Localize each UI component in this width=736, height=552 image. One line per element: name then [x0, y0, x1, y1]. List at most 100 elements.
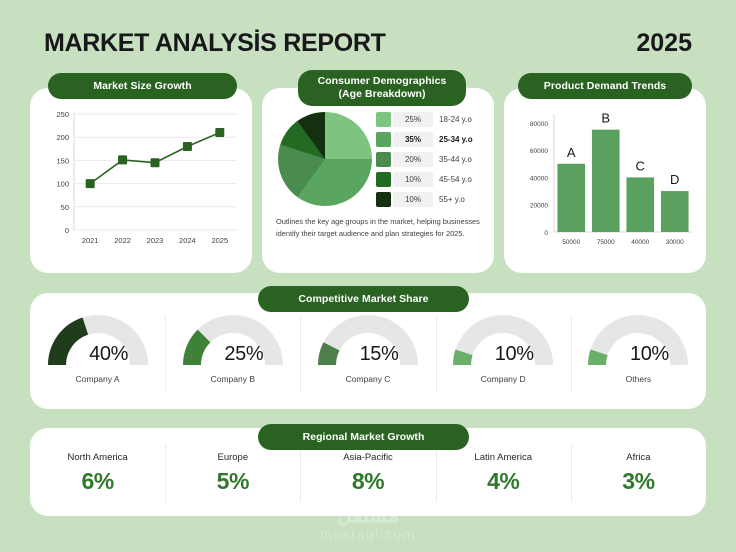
- svg-text:75000: 75000: [597, 239, 615, 246]
- watermark-latin: mostaql.com: [320, 526, 416, 542]
- region-item: Europe 5%: [165, 442, 300, 504]
- legend-percent: 25%: [393, 111, 433, 127]
- legend-item: 35% 25-34 y.o: [376, 130, 488, 148]
- legend-label: 45-54 y.o: [439, 174, 472, 184]
- card-title-regional-growth: Regional Market Growth: [258, 424, 469, 450]
- svg-text:D: D: [670, 172, 679, 187]
- card-competitive-market-share: 40% Company A 25% Company B 15% Company C 10% C…: [30, 293, 706, 409]
- region-value: 3%: [622, 467, 655, 494]
- svg-text:2024: 2024: [179, 236, 196, 245]
- region-name: Latin America: [474, 451, 532, 463]
- svg-text:100: 100: [56, 180, 69, 189]
- legend-label: 25-34 y.o: [439, 134, 473, 144]
- region-value: 8%: [351, 467, 385, 494]
- gauge-arc-svg: [318, 314, 418, 365]
- demographics-pie-chart: [278, 112, 372, 206]
- legend-swatch: [376, 111, 391, 127]
- svg-text:50000: 50000: [562, 239, 580, 246]
- svg-text:250: 250: [56, 110, 69, 119]
- gauge-graphic: 10%: [447, 309, 559, 367]
- legend-label: 35-44 y.o: [439, 154, 472, 164]
- gauge-label: Company D: [480, 374, 526, 384]
- card-title-demand: Product Demand Trends: [518, 73, 692, 99]
- card-title-demand-label: Product Demand Trends: [543, 79, 667, 92]
- svg-text:40000: 40000: [530, 175, 548, 182]
- line-chart-x-tick-labels: 2021 2022 2023 2024 2025: [82, 236, 228, 245]
- gauge-item: 10% Others: [570, 309, 706, 401]
- svg-text:0: 0: [544, 230, 548, 237]
- svg-text:20000: 20000: [530, 203, 548, 210]
- card-title-demographics-line1: Consumer Demographics: [317, 75, 447, 87]
- legend-swatch: [376, 171, 391, 187]
- bar-chart-bars: [557, 129, 689, 232]
- svg-text:B: B: [601, 111, 610, 126]
- region-value: 4%: [487, 467, 520, 494]
- card-title-market-share: Competitive Market Share: [258, 286, 469, 312]
- page-title: MARKET ANALYSİS REPORT: [44, 28, 386, 57]
- market-size-line-chart: 0 50 100 150 200 250 2021 2022 2023 2024 2025: [56, 110, 236, 245]
- line-chart-series-line: [89, 131, 221, 185]
- gauge-item: 15% Company C: [300, 309, 435, 401]
- gauge-graphic: 40%: [42, 309, 154, 367]
- legend-swatch: [376, 191, 391, 207]
- region-value: 6%: [81, 467, 114, 494]
- card-product-demand-trends: 0 20000 40000 60000 80000 A B C D 50000 75000 400…: [504, 88, 706, 273]
- svg-text:60000: 60000: [530, 148, 548, 155]
- region-item: Africa 3%: [570, 442, 706, 504]
- svg-text:40000: 40000: [631, 239, 649, 246]
- line-chart-y-tick-labels: 0 50 100 150 200 250: [56, 110, 69, 235]
- svg-text:200: 200: [56, 133, 69, 142]
- svg-text:2025: 2025: [211, 236, 228, 245]
- report-year: 2025: [636, 28, 692, 57]
- page-header: MARKET ANALYSİS REPORT 2025: [0, 22, 736, 64]
- svg-text:80000: 80000: [530, 121, 548, 128]
- gauge-label: Company C: [345, 374, 391, 384]
- svg-text:150: 150: [56, 156, 69, 165]
- product-demand-bar-chart: 0 20000 40000 60000 80000 A B C D 50000 75000 400…: [530, 111, 692, 246]
- card-market-size-growth: 0 50 100 150 200 250 2021 2022 2023 2024 2025: [30, 88, 252, 273]
- card-title-market-size: Market Size Growth: [48, 73, 237, 99]
- legend-item: 20% 35-44 y.o: [376, 150, 488, 168]
- gauge-arc-svg: [588, 314, 689, 365]
- gauge-graphic: 10%: [582, 309, 694, 367]
- gauge-value: 10%: [494, 343, 534, 365]
- demographics-legend: 25% 18-24 y.o 35% 25-34 y.o 20% 35-44 y.o 10% 4…: [376, 110, 488, 210]
- bar-chart-x-tick-labels: 50000 75000 40000 30000: [562, 239, 684, 246]
- demographics-description: Outlines the key age groups in the marke…: [276, 217, 480, 238]
- region-item: Latin America 4%: [435, 442, 571, 504]
- line-chart-markers: [85, 128, 225, 189]
- gauge-item: 10% Company D: [435, 309, 571, 401]
- legend-percent: 10%: [393, 171, 433, 187]
- svg-text:0: 0: [65, 226, 69, 235]
- gauge-arc-svg: [453, 314, 554, 365]
- region-value: 5%: [216, 467, 250, 494]
- card-title-market-share-label: Competitive Market Share: [298, 292, 429, 305]
- gauge-value: 25%: [224, 343, 264, 365]
- card-title-demographics: Consumer Demographics (Age Breakdown): [298, 70, 466, 106]
- card-title-regional-growth-label: Regional Market Growth: [302, 430, 425, 443]
- svg-text:2021: 2021: [82, 236, 99, 245]
- legend-swatch: [376, 151, 391, 167]
- svg-text:C: C: [636, 158, 645, 173]
- region-row: North America 6% Europe 5% Asia-Pacific 8% Lat…: [30, 442, 706, 504]
- line-chart-gridlines: [73, 112, 236, 231]
- legend-item: 10% 45-54 y.o: [376, 170, 488, 188]
- svg-text:A: A: [567, 145, 576, 160]
- region-name: Asia-Pacific: [343, 451, 393, 463]
- gauge-value: 15%: [359, 343, 399, 365]
- svg-text:30000: 30000: [666, 239, 684, 246]
- gauge-item: 25% Company B: [165, 309, 300, 401]
- card-title-demographics-line2: (Age Breakdown): [338, 88, 426, 100]
- legend-percent: 10%: [393, 191, 433, 207]
- svg-text:2022: 2022: [114, 236, 131, 245]
- legend-percent: 35%: [393, 131, 433, 147]
- region-name: Europe: [217, 451, 249, 463]
- region-name: Africa: [626, 451, 651, 463]
- region-name: North America: [67, 451, 128, 463]
- gauge-arc-svg: [182, 314, 283, 365]
- bar-chart-bar-labels: A B C D: [567, 111, 680, 187]
- legend-percent: 20%: [393, 151, 433, 167]
- gauge-label: Company B: [210, 374, 256, 384]
- card-title-market-size-label: Market Size Growth: [93, 79, 192, 92]
- gauge-label: Company A: [75, 374, 120, 384]
